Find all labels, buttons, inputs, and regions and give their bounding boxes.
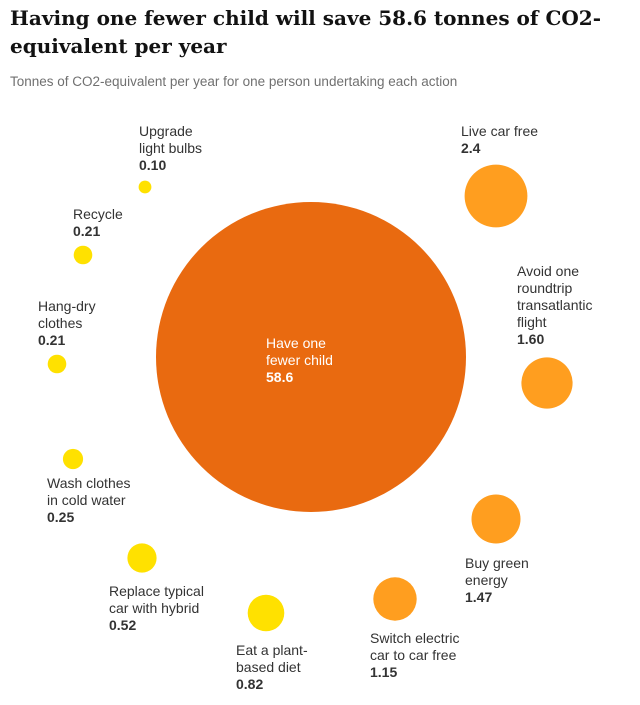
chart-subtitle: Tonnes of CO2-equivalent per year for on…: [10, 74, 458, 89]
bubble-replace-typical-car-with-hybrid: [127, 543, 157, 573]
bubble-switch-electric-car-to-car-free: [373, 577, 417, 621]
bubble-have-one-fewer-child: [156, 202, 466, 512]
bubble-hang-dry-clothes: [47, 354, 67, 374]
value-wash-clothes-in-cold-water: 0.25: [47, 509, 74, 525]
bubble-wash-clothes-in-cold-water: [62, 448, 84, 470]
bubble-recycle: [73, 245, 93, 265]
label-replace-typical-car-with-hybrid: Replace typical car with hybrid 0.52: [109, 583, 204, 633]
label-avoid-one-roundtrip-transatlantic-flight: Avoid one roundtrip transatlantic flight 1.6…: [517, 263, 592, 347]
label-upgrade-light-bulbs: Upgrade light bulbs 0.10: [139, 123, 202, 173]
label-buy-green-energy: Buy green energy 1.47: [465, 555, 529, 605]
label-wash-clothes-in-cold-water: Wash clothes in cold water 0.25: [47, 475, 131, 525]
label-live-car-free: Live car free 2.4: [461, 123, 538, 156]
label-recycle: Recycle 0.21: [73, 206, 123, 239]
value-eat-a-plant-based-diet: 0.82: [236, 676, 263, 692]
bubble-eat-a-plant-based-diet: [247, 594, 285, 632]
value-recycle: 0.21: [73, 223, 100, 239]
bubble-buy-green-energy: [471, 494, 521, 544]
value-avoid-one-roundtrip-transatlantic-flight: 1.60: [517, 331, 544, 347]
value-have-one-fewer-child: 58.6: [266, 369, 293, 385]
value-replace-typical-car-with-hybrid: 0.52: [109, 617, 136, 633]
label-eat-a-plant-based-diet: Eat a plant-based diet 0.82: [236, 642, 308, 692]
label-switch-electric-car-to-car-free: Switch electric car to car free 1.15: [370, 630, 459, 680]
label-hang-dry-clothes: Hang-dry clothes 0.21: [38, 298, 96, 348]
value-switch-electric-car-to-car-free: 1.15: [370, 664, 397, 680]
value-upgrade-light-bulbs: 0.10: [139, 157, 166, 173]
chart-title: Having one fewer child will save 58.6 to…: [10, 6, 602, 58]
value-buy-green-energy: 1.47: [465, 589, 492, 605]
value-hang-dry-clothes: 0.21: [38, 332, 65, 348]
bubble-upgrade-light-bulbs: [138, 180, 152, 194]
bubble-live-car-free: [464, 164, 528, 228]
bubble-avoid-one-roundtrip-transatlantic-flight: [521, 357, 573, 409]
label-have-one-fewer-child: Have one fewer child 58.6: [266, 335, 333, 385]
value-live-car-free: 2.4: [461, 140, 481, 156]
